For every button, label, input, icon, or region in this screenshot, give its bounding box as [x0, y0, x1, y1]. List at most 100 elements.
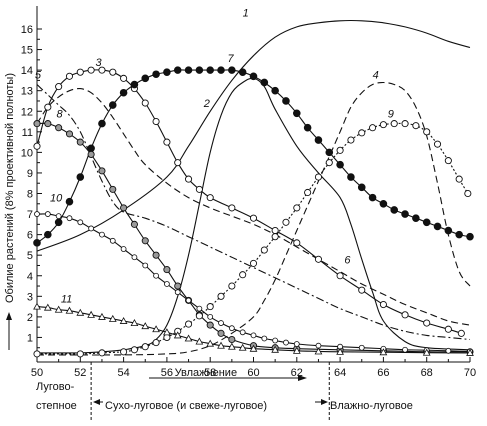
data-point — [455, 230, 463, 239]
series-label-6: 6 — [344, 254, 351, 266]
series-line-3 — [36, 69, 462, 334]
zone-label: Сухо-луговое (и свеже-луговое) — [105, 400, 267, 412]
data-point — [336, 160, 344, 169]
data-point — [292, 346, 301, 354]
data-point — [402, 346, 408, 353]
data-point — [65, 197, 74, 206]
data-point — [163, 333, 171, 341]
data-point — [336, 347, 344, 355]
data-point — [184, 66, 193, 74]
data-point — [293, 204, 301, 212]
y-axis-title: Обилие растений (8% проективной полноты) — [4, 73, 16, 303]
data-point — [195, 312, 203, 320]
data-point — [206, 339, 215, 347]
zone-arrow-head — [321, 399, 328, 405]
series-label-11: 11 — [61, 293, 72, 305]
data-point — [239, 271, 247, 279]
data-point — [87, 144, 95, 153]
data-point — [44, 211, 51, 217]
data-point — [184, 320, 193, 328]
data-point — [261, 335, 268, 342]
data-point — [357, 183, 366, 192]
data-point — [293, 341, 300, 347]
zone-arrow-head — [93, 399, 100, 405]
markers — [33, 66, 474, 358]
data-point — [163, 281, 170, 287]
x-axis-arrow-head — [298, 375, 307, 381]
series-label-3: 3 — [95, 57, 102, 69]
data-point — [54, 218, 63, 227]
data-point — [412, 214, 420, 222]
data-point — [98, 312, 106, 320]
data-point — [196, 305, 203, 312]
x-tick-label: 54 — [117, 367, 129, 379]
data-point — [292, 109, 301, 118]
data-point — [108, 314, 117, 322]
data-point — [379, 348, 388, 356]
data-point — [314, 136, 323, 144]
y-tick-label: 11 — [22, 127, 33, 139]
data-point — [44, 230, 52, 239]
data-point — [347, 136, 355, 144]
data-point — [250, 332, 257, 339]
series-label-5: 5 — [35, 69, 42, 81]
data-point — [65, 72, 74, 80]
data-point — [141, 74, 150, 83]
x-tick-label: 64 — [334, 367, 346, 379]
data-point — [423, 319, 431, 327]
data-point — [358, 129, 366, 137]
zone-label: Лугово- — [36, 381, 75, 393]
data-point — [444, 325, 452, 333]
data-point — [195, 66, 204, 74]
data-point — [217, 292, 225, 300]
series-label-2: 2 — [203, 98, 210, 110]
data-point — [184, 334, 193, 342]
y-tick-label: 9 — [27, 168, 33, 180]
data-point — [271, 233, 279, 241]
data-point — [66, 215, 73, 222]
data-point — [457, 329, 465, 337]
data-point — [130, 80, 139, 89]
data-point — [76, 173, 85, 181]
y-tick-label: 6 — [27, 230, 33, 242]
data-point — [401, 311, 409, 319]
data-point — [54, 305, 63, 313]
data-point — [184, 175, 193, 183]
data-point — [43, 303, 52, 311]
series-line-5 — [36, 87, 471, 326]
data-point — [217, 66, 225, 74]
y-tick-label: 2 — [27, 312, 33, 324]
data-point — [239, 329, 246, 336]
data-point — [77, 219, 84, 226]
data-point — [98, 66, 106, 74]
data-point — [336, 146, 344, 154]
data-point — [238, 343, 247, 351]
data-point — [33, 142, 41, 150]
data-point — [444, 226, 453, 235]
data-point — [195, 185, 203, 193]
data-point — [33, 302, 41, 310]
data-point — [390, 206, 399, 214]
data-point — [55, 213, 62, 220]
data-point — [98, 119, 106, 128]
data-point — [141, 99, 149, 107]
data-point — [228, 325, 235, 332]
data-point — [227, 342, 236, 350]
data-point — [163, 328, 171, 336]
data-point — [174, 159, 182, 167]
data-point — [228, 282, 236, 290]
data-point — [88, 225, 95, 232]
data-point — [249, 72, 258, 81]
data-point — [76, 138, 84, 146]
series-label-9: 9 — [388, 108, 394, 120]
x-tick-label: 56 — [161, 367, 173, 379]
y-tick-label: 5 — [27, 250, 33, 262]
data-point — [163, 266, 171, 274]
series-label-8: 8 — [56, 108, 63, 120]
data-point — [293, 239, 301, 247]
data-point — [163, 68, 171, 76]
data-point — [206, 303, 214, 311]
data-point — [76, 308, 85, 316]
data-point — [33, 239, 41, 247]
